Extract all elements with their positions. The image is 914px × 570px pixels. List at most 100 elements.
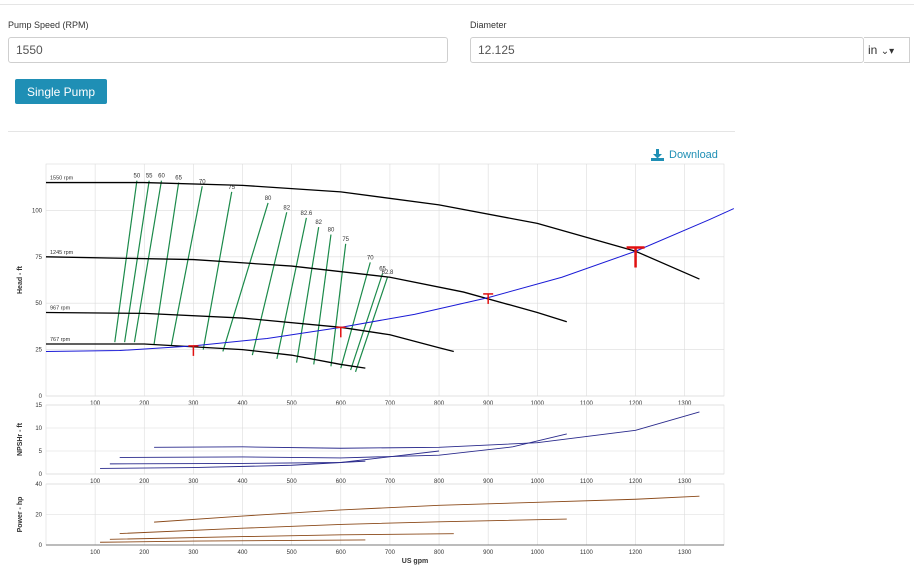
efficiency-contour — [222, 202, 269, 352]
x-tick-label: 1200 — [629, 550, 643, 556]
efficiency-contour — [276, 217, 307, 360]
x-tick-label: 900 — [483, 479, 494, 485]
y-tick-label: 40 — [35, 482, 42, 488]
x-tick-label: 500 — [287, 401, 298, 407]
efficiency-contour — [313, 234, 332, 365]
diameter-input[interactable]: 12.125 — [470, 37, 864, 63]
x-tick-label: 200 — [139, 550, 150, 556]
x-tick-label: 600 — [336, 479, 347, 485]
y-tick-label: 10 — [35, 426, 42, 432]
efficiency-contour — [295, 227, 320, 363]
x-tick-label: 200 — [139, 401, 150, 407]
efficiency-label: 70 — [199, 179, 206, 185]
efficiency-label: 82 — [315, 220, 322, 226]
efficiency-contour — [330, 243, 347, 367]
x-tick-label: 1300 — [678, 401, 692, 407]
pump-speed-input[interactable]: 1550 — [8, 37, 448, 63]
y-tick-label: 0 — [39, 394, 43, 400]
x-tick-label: 1100 — [580, 479, 594, 485]
top-divider — [0, 4, 914, 5]
system-curve — [45, 208, 735, 352]
efficiency-label: 62.8 — [382, 270, 394, 276]
efficiency-contour — [340, 262, 371, 369]
x-tick-label: 200 — [139, 479, 150, 485]
efficiency-label: 82 — [283, 205, 290, 211]
efficiency-label: 80 — [328, 228, 335, 234]
x-tick-label: 700 — [385, 479, 396, 485]
efficiency-contour — [251, 212, 288, 356]
diameter-unit-select[interactable]: in ⌄▾ — [864, 37, 910, 63]
x-tick-label: 1300 — [678, 550, 692, 556]
efficiency-contour — [350, 273, 384, 371]
x-tick-label: 1200 — [629, 479, 643, 485]
y-tick-label: 50 — [35, 301, 42, 307]
x-tick-label: 900 — [483, 401, 494, 407]
x-tick-label: 100 — [90, 401, 101, 407]
efficiency-label: 82.6 — [301, 211, 313, 217]
efficiency-label: 60 — [158, 174, 165, 180]
y-axis-label: NPSHr - ft — [17, 422, 24, 456]
y-axis-label: Power - hp — [17, 497, 24, 533]
diameter-label: Diameter — [470, 20, 507, 30]
efficiency-contour — [354, 277, 389, 373]
x-tick-label: 1000 — [531, 550, 545, 556]
efficiency-contour — [133, 180, 163, 343]
x-tick-label: 1000 — [531, 479, 545, 485]
x-tick-label: 1100 — [580, 401, 594, 407]
y-axis-label: Head - ft — [17, 265, 24, 294]
x-axis-label: US gpm — [402, 558, 428, 565]
npshr-curve — [119, 433, 567, 459]
x-tick-label: 100 — [90, 479, 101, 485]
efficiency-contour — [202, 191, 233, 350]
efficiency-contour — [170, 186, 203, 347]
npshr-curve — [154, 411, 700, 449]
y-tick-label: 20 — [35, 513, 42, 519]
speed-curve-label: 967 rpm — [50, 305, 71, 311]
y-tick-label: 15 — [35, 403, 42, 409]
power-curve — [109, 533, 454, 540]
x-tick-label: 100 — [90, 550, 101, 556]
efficiency-contour — [124, 180, 150, 343]
download-label: Download — [669, 149, 718, 161]
x-tick-label: 1100 — [580, 550, 594, 556]
x-tick-label: 500 — [287, 550, 298, 556]
section-divider — [8, 131, 735, 132]
plot-frame — [45, 163, 725, 397]
chevron-down-icon: ⌄▾ — [880, 46, 895, 57]
efficiency-label: 75 — [228, 185, 235, 191]
x-tick-label: 1300 — [678, 479, 692, 485]
pump-speed-label: Pump Speed (RPM) — [8, 20, 89, 30]
x-tick-label: 800 — [434, 550, 445, 556]
y-tick-label: 5 — [39, 449, 43, 455]
efficiency-label: 55 — [146, 174, 153, 180]
x-tick-label: 800 — [434, 479, 445, 485]
x-tick-label: 400 — [238, 401, 249, 407]
efficiency-label: 65 — [175, 176, 182, 182]
npshr-curve — [100, 460, 366, 469]
y-tick-label: 75 — [35, 255, 42, 261]
x-tick-label: 900 — [483, 550, 494, 556]
efficiency-label: 65 — [379, 267, 386, 273]
speed-curve-label: 1245 rpm — [50, 250, 74, 256]
download-button[interactable]: Download — [651, 149, 718, 161]
x-tick-label: 700 — [385, 401, 396, 407]
x-tick-label: 800 — [434, 401, 445, 407]
power-curve — [154, 495, 700, 523]
efficiency-contour — [114, 180, 138, 343]
speed-curve — [45, 256, 567, 323]
x-tick-label: 700 — [385, 550, 396, 556]
y-tick-label: 0 — [39, 472, 43, 478]
x-tick-label: 300 — [188, 479, 199, 485]
single-pump-button[interactable]: Single Pump — [15, 79, 107, 104]
efficiency-label: 50 — [134, 174, 141, 180]
efficiency-label: 70 — [367, 255, 374, 261]
x-tick-label: 600 — [336, 550, 347, 556]
x-tick-label: 500 — [287, 479, 298, 485]
x-tick-label: 1200 — [629, 401, 643, 407]
x-tick-label: 400 — [238, 479, 249, 485]
x-tick-label: 400 — [238, 550, 249, 556]
efficiency-label: 75 — [342, 237, 349, 243]
download-icon — [651, 149, 664, 161]
x-tick-label: 600 — [336, 401, 347, 407]
